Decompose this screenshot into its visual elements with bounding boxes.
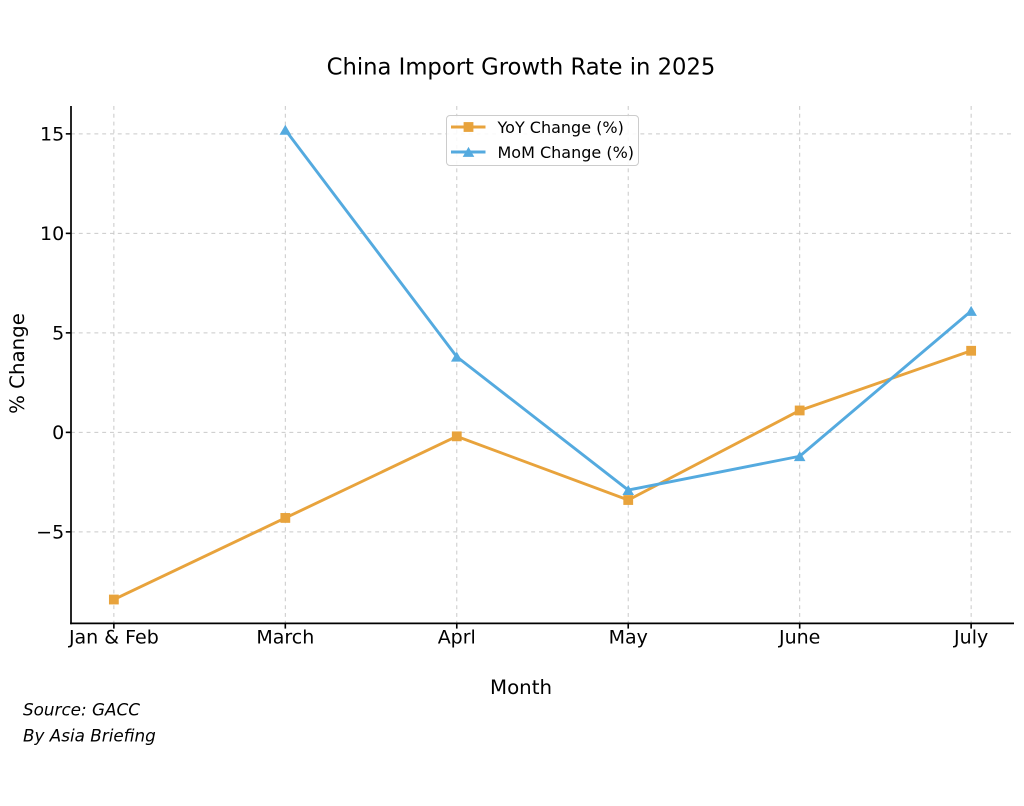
x-tick-label: Jan & Feb (68, 627, 159, 649)
data-point-mom (622, 484, 635, 495)
data-point-yoy (966, 345, 977, 356)
y-tick-label: 0 (52, 422, 64, 444)
data-point-mom (279, 124, 292, 135)
source-note-line2: By Asia Briefing (23, 726, 156, 746)
y-axis-label: % Change (6, 313, 29, 414)
series-layer (108, 124, 977, 605)
x-tick-label: Aprl (438, 627, 476, 649)
y-tick-label: 15 (40, 124, 64, 146)
legend-label-mom: MoM Change (%) (497, 142, 635, 162)
legend-marker-sample (462, 146, 474, 157)
chart-title: China Import Growth Rate in 2025 (327, 55, 716, 81)
legend-handle-mom-line-triangle (450, 146, 485, 157)
legend-handle-yoy-line-square (450, 122, 485, 132)
grid-layer (71, 106, 1014, 624)
x-tick-label: June (778, 627, 820, 649)
legend-entry-yoy: YoY Change (%) (450, 116, 624, 138)
source-note-line1: Source: GACC (23, 700, 140, 720)
chart-legend: YoY Change (%) MoM Change (%) (446, 114, 639, 166)
axes-layer: Jan & Feb March Aprl May June July −5 0 5 10 15 (36, 106, 1014, 649)
data-point-yoy (280, 513, 291, 523)
data-point-mom (450, 351, 463, 362)
data-point-mom (793, 451, 806, 462)
data-point-yoy (108, 594, 119, 605)
y-tick-label: −5 (36, 522, 64, 544)
data-point-mom (965, 305, 977, 316)
y-tick-label: 5 (52, 323, 64, 345)
data-point-yoy (794, 405, 805, 416)
series-line-yoy (112, 349, 973, 601)
data-point-yoy (623, 495, 634, 505)
y-tick-label: 10 (40, 223, 64, 245)
legend-label-yoy: YoY Change (%) (497, 117, 624, 137)
x-tick-label: March (256, 627, 314, 649)
legend-marker-sample (463, 122, 473, 132)
data-point-yoy (451, 431, 462, 442)
x-axis-label: Month (490, 676, 552, 699)
legend-entry-mom: MoM Change (%) (450, 141, 635, 163)
x-tick-label: July (953, 627, 988, 649)
x-tick-label: May (609, 627, 648, 649)
